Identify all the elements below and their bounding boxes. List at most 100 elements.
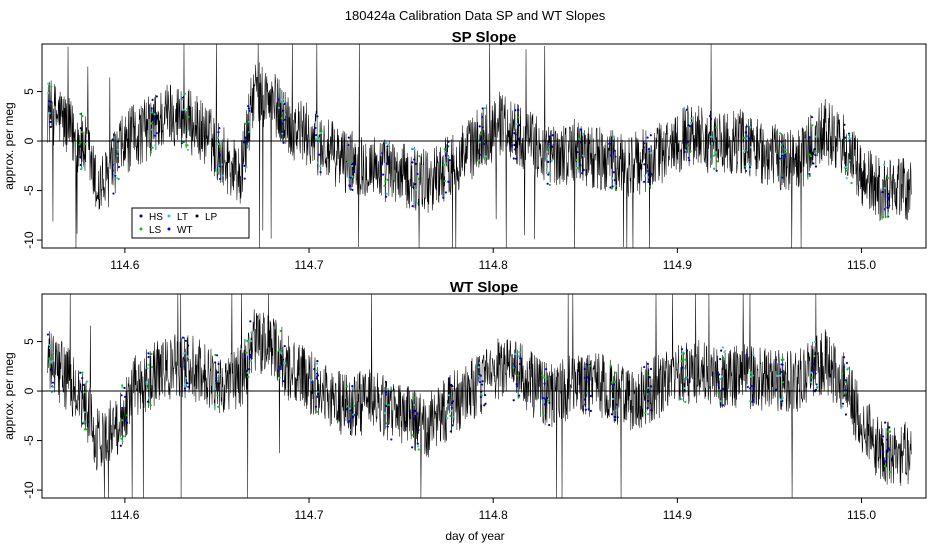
calibration-point [46,333,50,336]
y-tick-label: 5 [22,338,36,345]
calibration-point [279,365,282,368]
calibration-point [147,355,150,359]
calibration-point [587,380,590,383]
calibration-point [745,125,748,128]
calibration-point [78,145,82,148]
calibration-point [685,349,689,352]
calibration-point [282,380,285,383]
y-tick-label: 0 [22,137,36,144]
calibration-point [647,413,650,416]
calibration-point [478,125,481,128]
calibration-point [316,359,319,363]
calibration-point [844,413,848,416]
calibration-point [483,394,487,397]
calibration-point [246,145,250,148]
calibration-point [49,368,52,371]
calibration-point [249,359,252,362]
calibration-point [417,448,420,451]
calibration-point [745,137,749,140]
y-tick-label: -5 [22,185,36,196]
calibration-point [611,397,615,401]
calibration-point [479,381,482,384]
calibration-point [847,367,850,370]
calibration-point [352,413,355,416]
calibration-point [79,112,82,116]
calibration-point [549,143,552,146]
calibration-point [248,368,251,371]
calibration-point [514,365,517,368]
calibration-point [418,155,421,158]
calibration-point [216,371,219,374]
calibration-point [315,410,319,413]
calibration-point [80,166,83,170]
calibration-point [688,159,691,162]
calibration-point [146,367,149,370]
calibration-point [610,177,614,180]
calibration-point [888,470,891,474]
calibration-point [51,354,54,357]
y-tick-label: 0 [22,387,36,394]
calibration-point [808,174,811,177]
calibration-point [709,117,713,121]
calibration-point [352,170,355,173]
calibration-point [245,351,248,354]
calibration-point [246,371,249,374]
calibration-point [885,460,888,463]
calibration-point [446,403,449,406]
calibration-point [244,136,247,139]
calibration-point [782,145,785,148]
calibration-point [582,154,585,157]
calibration-point [514,157,518,160]
legend-label-lp: LP [205,212,218,223]
calibration-point [687,124,690,127]
calibration-point [384,404,388,408]
x-axis-label: day of year [445,529,504,543]
calibration-point [183,387,187,390]
calibration-point [417,428,420,431]
calibration-point [478,361,481,365]
calibration-point [681,358,685,361]
calibration-point [311,381,314,384]
calibration-point [244,122,247,125]
calibration-point [412,197,416,201]
calibration-point [814,340,817,343]
calibration-point [583,367,586,371]
calibration-point [748,137,751,140]
calibration-point [49,120,52,124]
calibration-point [887,198,890,201]
calibration-point [881,216,884,219]
calibration-point [814,154,817,157]
calibration-point [316,372,319,375]
calibration-point [411,411,414,414]
calibration-point [411,205,414,208]
calibration-point [180,110,183,113]
calibration-point [181,141,184,144]
calibration-point [743,149,746,152]
calibration-point [351,387,354,390]
calibration-point [186,129,189,132]
calibration-point [883,187,887,190]
calibration-point [883,163,886,166]
calibration-point [50,100,53,104]
calibration-point [649,385,653,388]
wt-slope-series [46,293,912,499]
calibration-point [612,135,616,138]
calibration-point [246,132,249,136]
calibration-point [446,417,449,420]
calibration-point [718,377,722,380]
calibration-point [243,164,246,167]
calibration-point [545,150,548,153]
calibration-point [614,380,617,383]
calibration-point [648,376,651,379]
calibration-point [320,130,323,133]
calibration-point [186,382,189,385]
calibration-point [886,206,889,209]
calibration-point [186,148,190,151]
calibration-point [814,150,817,153]
calibration-point [512,399,515,402]
calibration-point [319,164,322,168]
calibration-point [649,367,653,371]
calibration-point [243,355,246,358]
calibration-point [482,142,486,146]
calibration-point [514,109,517,112]
